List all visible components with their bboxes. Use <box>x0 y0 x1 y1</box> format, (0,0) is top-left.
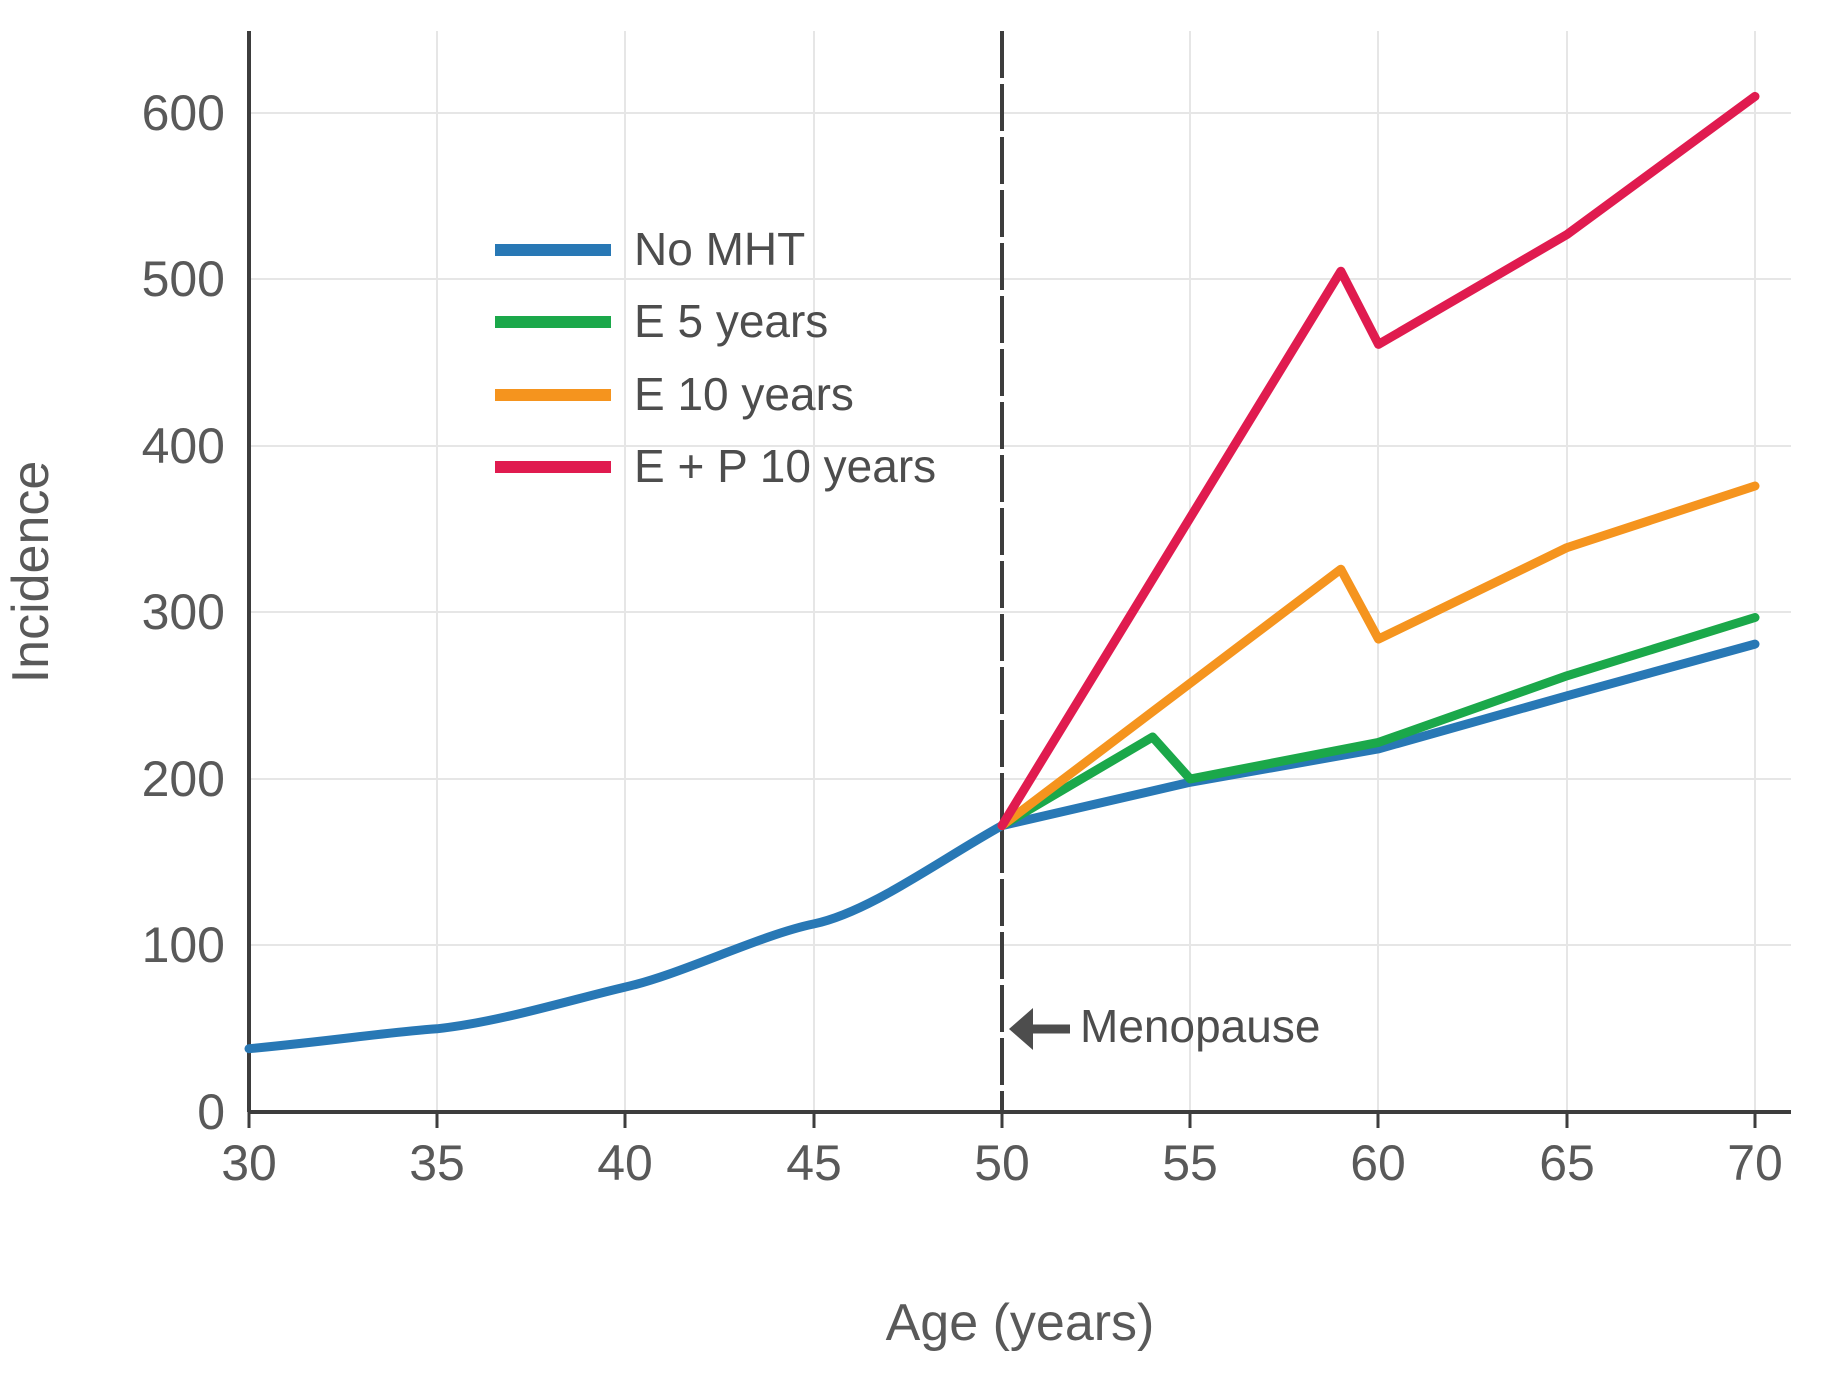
svg-text:30: 30 <box>221 1135 277 1191</box>
svg-text:40: 40 <box>597 1135 653 1191</box>
svg-text:70: 70 <box>1727 1135 1783 1191</box>
svg-text:300: 300 <box>142 584 225 640</box>
svg-text:E 5 years: E 5 years <box>634 295 828 347</box>
svg-text:35: 35 <box>409 1135 465 1191</box>
svg-text:0: 0 <box>197 1084 225 1140</box>
svg-text:E + P 10 years: E + P 10 years <box>634 440 936 492</box>
svg-text:55: 55 <box>1162 1135 1218 1191</box>
svg-text:Menopause: Menopause <box>1080 1000 1320 1052</box>
svg-text:Age (years): Age (years) <box>886 1294 1155 1352</box>
svg-text:60: 60 <box>1350 1135 1406 1191</box>
svg-text:500: 500 <box>142 251 225 307</box>
svg-text:65: 65 <box>1539 1135 1595 1191</box>
svg-text:45: 45 <box>786 1135 842 1191</box>
svg-text:No MHT: No MHT <box>634 223 805 275</box>
svg-text:600: 600 <box>142 85 225 141</box>
svg-text:50: 50 <box>974 1135 1030 1191</box>
svg-text:Incidence: Incidence <box>2 461 60 684</box>
svg-text:200: 200 <box>142 751 225 807</box>
svg-text:E 10 years: E 10 years <box>634 368 854 420</box>
svg-text:400: 400 <box>142 418 225 474</box>
svg-text:100: 100 <box>142 917 225 973</box>
